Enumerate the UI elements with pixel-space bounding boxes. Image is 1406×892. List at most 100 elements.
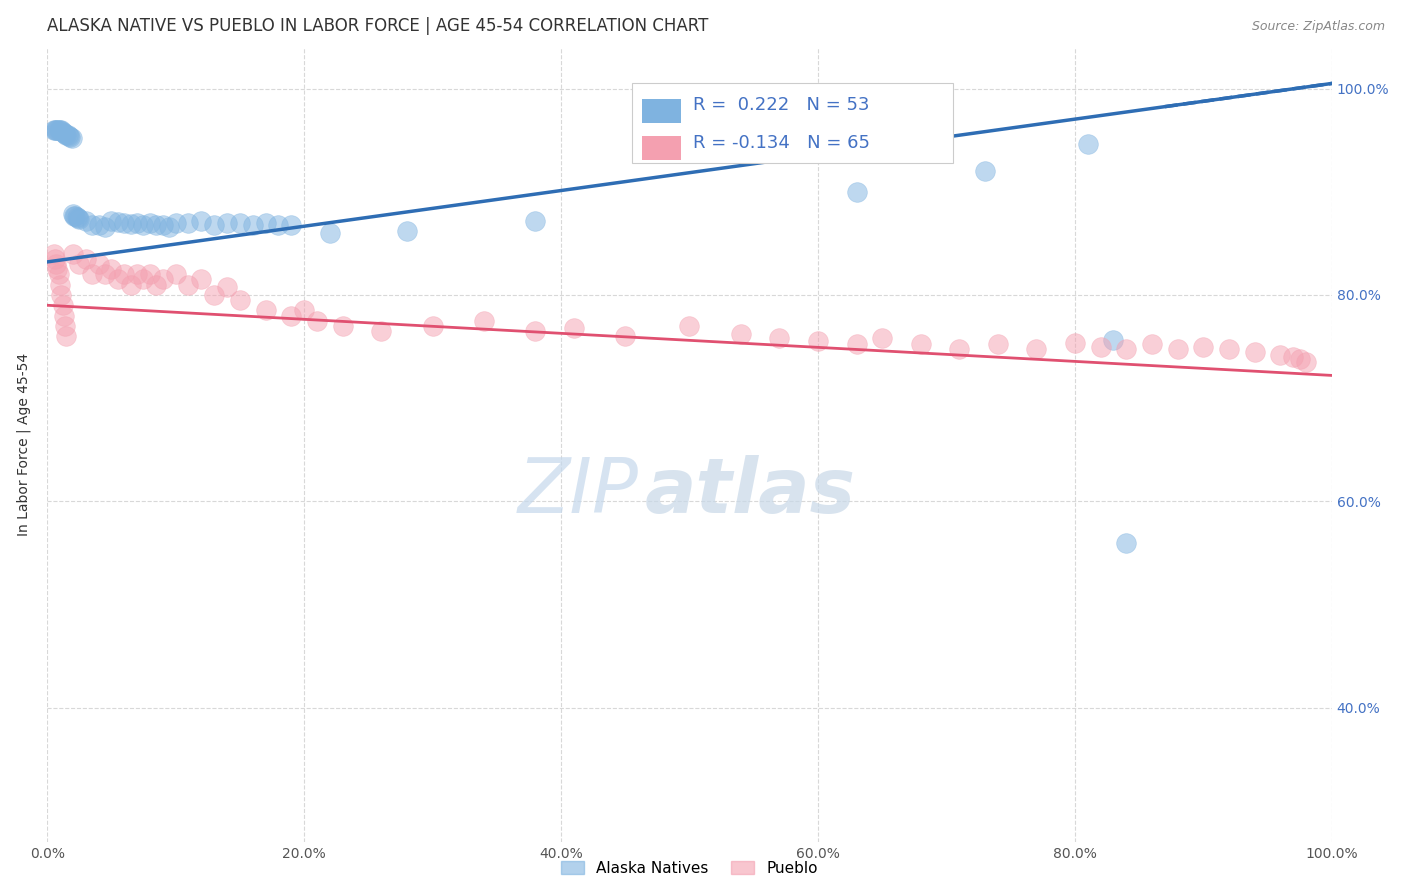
Point xyxy=(1270,348,1292,362)
Point xyxy=(94,268,117,282)
Point xyxy=(63,209,86,223)
Point xyxy=(125,216,148,230)
Point xyxy=(1090,339,1112,353)
Point xyxy=(75,252,97,266)
Point xyxy=(51,288,73,302)
Point xyxy=(59,130,82,145)
Point xyxy=(67,257,90,271)
Point xyxy=(60,131,83,145)
Point xyxy=(52,309,75,323)
Point xyxy=(48,268,70,282)
Legend: Alaska Natives, Pueblo: Alaska Natives, Pueblo xyxy=(555,855,824,882)
Point xyxy=(120,217,142,231)
Point xyxy=(319,226,342,240)
Y-axis label: In Labor Force | Age 45-54: In Labor Force | Age 45-54 xyxy=(17,353,31,536)
Point xyxy=(974,164,997,178)
Point xyxy=(215,216,238,230)
Point xyxy=(51,298,73,312)
Point xyxy=(46,123,69,137)
Point xyxy=(94,219,117,234)
Point xyxy=(524,324,547,338)
Point xyxy=(53,318,76,333)
Point xyxy=(305,314,328,328)
Point xyxy=(190,213,212,227)
Point xyxy=(1295,355,1317,369)
Point xyxy=(145,277,167,292)
Point xyxy=(82,268,104,282)
Point xyxy=(768,331,790,345)
Point xyxy=(165,216,187,230)
FancyBboxPatch shape xyxy=(643,99,681,123)
Point xyxy=(1115,342,1137,356)
Point xyxy=(67,211,90,226)
Point xyxy=(62,207,84,221)
Point xyxy=(280,309,302,323)
Point xyxy=(53,127,76,141)
Point xyxy=(1140,337,1163,351)
Point xyxy=(1077,137,1099,152)
Point xyxy=(75,213,97,227)
Text: R =  0.222   N = 53: R = 0.222 N = 53 xyxy=(693,96,870,114)
Point xyxy=(1288,351,1310,366)
Point xyxy=(229,293,252,307)
Text: ZIP: ZIP xyxy=(517,455,638,529)
Point xyxy=(190,272,212,286)
Point xyxy=(1243,344,1265,359)
Point xyxy=(48,123,70,137)
Point xyxy=(145,218,167,232)
Point xyxy=(1064,336,1087,351)
Point xyxy=(139,216,162,230)
Point xyxy=(52,126,75,140)
Point xyxy=(870,331,893,345)
Point xyxy=(1115,535,1137,549)
Point xyxy=(87,218,110,232)
Point xyxy=(254,303,277,318)
Point xyxy=(177,277,200,292)
Point xyxy=(107,215,129,229)
Point xyxy=(49,277,72,292)
Point xyxy=(157,219,180,234)
Point xyxy=(1282,350,1305,364)
Point xyxy=(292,303,315,318)
Point xyxy=(62,246,84,260)
Point xyxy=(132,272,155,286)
Point xyxy=(254,216,277,230)
Point xyxy=(395,224,418,238)
Point xyxy=(422,318,444,333)
Point xyxy=(55,128,77,142)
Point xyxy=(66,211,89,225)
Point xyxy=(44,123,66,137)
Point xyxy=(332,318,354,333)
Point xyxy=(267,218,290,232)
Point xyxy=(46,262,69,277)
Point xyxy=(229,216,252,230)
Point xyxy=(66,210,89,224)
FancyBboxPatch shape xyxy=(631,83,953,162)
Point xyxy=(56,128,79,142)
Point xyxy=(51,125,73,139)
Point xyxy=(139,268,162,282)
Point xyxy=(132,218,155,232)
Point xyxy=(82,218,104,232)
Point xyxy=(202,288,225,302)
Point xyxy=(614,329,637,343)
FancyBboxPatch shape xyxy=(643,136,681,161)
Point xyxy=(49,123,72,137)
Point xyxy=(1102,334,1125,348)
Point xyxy=(242,218,264,232)
Point xyxy=(678,318,700,333)
Text: atlas: atlas xyxy=(644,455,856,529)
Point xyxy=(215,279,238,293)
Point xyxy=(125,268,148,282)
Point xyxy=(58,129,80,144)
Point xyxy=(42,123,65,137)
Text: ALASKA NATIVE VS PUEBLO IN LABOR FORCE | AGE 45-54 CORRELATION CHART: ALASKA NATIVE VS PUEBLO IN LABOR FORCE |… xyxy=(48,17,709,35)
Point xyxy=(280,218,302,232)
Point xyxy=(524,213,547,227)
Point xyxy=(562,321,585,335)
Point xyxy=(910,337,932,351)
Point xyxy=(1192,339,1215,353)
Point xyxy=(177,216,200,230)
Point xyxy=(730,327,752,342)
Point xyxy=(87,257,110,271)
